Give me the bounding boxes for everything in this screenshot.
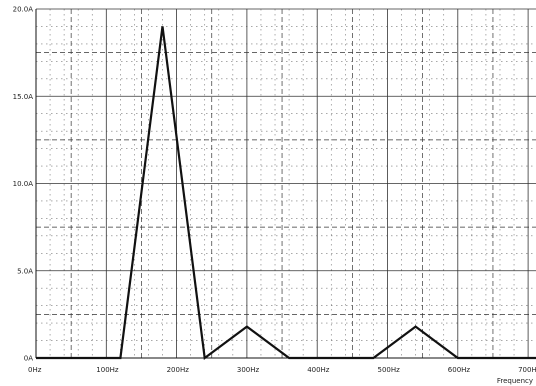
x-tick-label: 600Hz [448, 366, 471, 374]
x-tick-label: 500Hz [378, 366, 401, 374]
x-tick-label: 700Hz [518, 366, 536, 374]
series-line-0 [36, 26, 536, 361]
x-tick-label: 200Hz [167, 366, 190, 374]
y-tick-label: 10.0A [13, 180, 34, 188]
x-tick-label: 300Hz [237, 366, 260, 374]
y-tick-label: 20.0A [13, 6, 34, 14]
y-tick-labels: 0A 5.0A 10.0A 15.0A 20.0A [13, 6, 34, 363]
x-axis-label: Frequency [497, 377, 533, 385]
series-layer [36, 26, 536, 361]
y-tick-label: 15.0A [13, 93, 34, 101]
major-grid [36, 8, 536, 358]
x-tick-label: 100Hz [96, 366, 119, 374]
x-tick-labels: 0Hz 100Hz 200Hz 300Hz 400Hz 500Hz 600Hz 700Hz [28, 366, 536, 374]
y-tick-label: 0A [24, 355, 33, 363]
minor-grid [36, 9, 536, 358]
x-tick-label: 400Hz [307, 366, 330, 374]
y-tick-label: 5.0A [17, 267, 33, 275]
x-tick-label: 0Hz [28, 366, 42, 374]
